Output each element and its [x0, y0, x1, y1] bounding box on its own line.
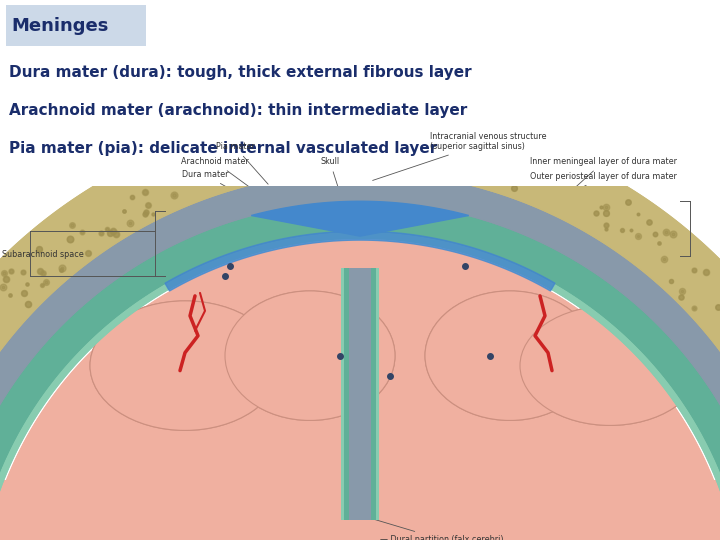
- Bar: [376, 268, 379, 520]
- Polygon shape: [251, 201, 469, 236]
- Text: Pia mater: Pia mater: [100, 197, 262, 209]
- Polygon shape: [0, 231, 720, 540]
- Polygon shape: [0, 201, 720, 540]
- Text: Arachnoid mater: Arachnoid mater: [181, 157, 256, 192]
- Polygon shape: [0, 241, 720, 540]
- Ellipse shape: [90, 301, 280, 430]
- Polygon shape: [0, 112, 720, 540]
- Bar: [0, 480, 720, 540]
- Ellipse shape: [520, 306, 700, 426]
- Ellipse shape: [520, 306, 700, 426]
- Text: Pia mater (pia): delicate internal vasculated layer: Pia mater (pia): delicate internal vascu…: [9, 141, 437, 156]
- Polygon shape: [0, 171, 720, 540]
- Bar: [344, 268, 349, 520]
- Bar: [349, 268, 371, 520]
- Polygon shape: [165, 231, 555, 291]
- Polygon shape: [0, 231, 720, 540]
- Bar: [341, 268, 344, 520]
- Ellipse shape: [425, 291, 595, 421]
- Text: Meninges: Meninges: [12, 17, 109, 35]
- Polygon shape: [0, 241, 720, 540]
- Polygon shape: [0, 201, 720, 540]
- Text: Pia mater: Pia mater: [215, 143, 268, 184]
- Ellipse shape: [425, 291, 595, 421]
- Text: Dura mater: Dura mater: [75, 239, 247, 248]
- Text: — Dural partition (falx cerebri): — Dural partition (falx cerebri): [363, 516, 503, 540]
- Text: Skull: Skull: [320, 157, 340, 191]
- Ellipse shape: [225, 291, 395, 421]
- FancyBboxPatch shape: [6, 5, 146, 46]
- Ellipse shape: [90, 301, 280, 430]
- Text: Intracranial venous structure
(superior sagittal sinus): Intracranial venous structure (superior …: [373, 132, 546, 180]
- Text: Arachnoid mater (arachnoid): thin intermediate layer: Arachnoid mater (arachnoid): thin interm…: [9, 103, 467, 118]
- Bar: [371, 268, 376, 520]
- Ellipse shape: [225, 291, 395, 421]
- Text: Outer periosteal layer of dura mater: Outer periosteal layer of dura mater: [530, 172, 677, 192]
- Text: Inner meningeal layer of dura mater: Inner meningeal layer of dura mater: [530, 157, 677, 199]
- Text: Subarachnoid space: Subarachnoid space: [2, 249, 84, 259]
- Text: Dura mater: Dura mater: [181, 170, 250, 200]
- Polygon shape: [0, 112, 720, 540]
- Text: Arachnoid mater: Arachnoid mater: [60, 217, 252, 226]
- Text: Dura mater (dura): tough, thick external fibrous layer: Dura mater (dura): tough, thick external…: [9, 65, 472, 80]
- Polygon shape: [0, 171, 720, 540]
